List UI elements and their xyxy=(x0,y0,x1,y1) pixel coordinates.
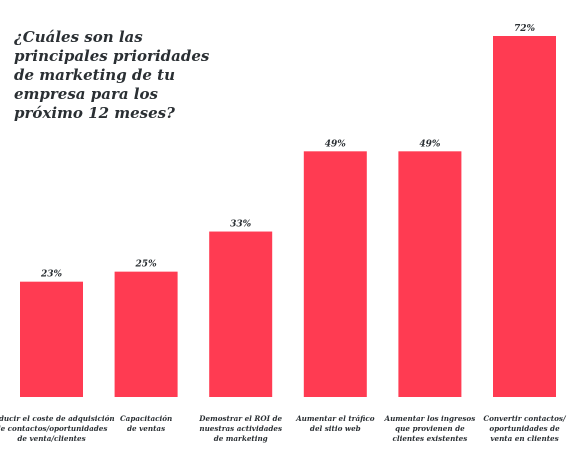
category-label-4: Aumentar el tráfico del sitio web xyxy=(295,414,375,433)
category-label-3: Demostrar el ROI de nuestras actividades d… xyxy=(198,414,282,443)
category-label-2: Capacitación de ventas xyxy=(120,414,172,433)
category-label-1-line-1: Reducir el coste de adquisición xyxy=(0,414,115,423)
category-label-5: Aumentar los ingresos que provienen de cli… xyxy=(384,414,476,443)
category-label-1-line-3: de venta/clientes xyxy=(17,434,85,443)
category-label-6-line-2: oportunidades de xyxy=(489,424,560,433)
bar-5 xyxy=(398,151,462,397)
bar-6 xyxy=(493,36,556,397)
category-label-3-line-2: nuestras actividades xyxy=(199,424,282,433)
category-label-2-line-2: de ventas xyxy=(127,424,165,433)
value-label-5: 49% xyxy=(419,139,441,149)
category-label-6-line-1: Convertir contactos/ xyxy=(483,414,567,423)
value-label-4: 49% xyxy=(325,139,347,149)
category-label-4-line-1: Aumentar el tráfico xyxy=(295,414,375,423)
bar-1 xyxy=(20,281,83,397)
category-label-5-line-1: Aumentar los ingresos xyxy=(384,414,476,423)
category-label-6: Convertir contactos/oportunidades de vent… xyxy=(483,414,567,443)
value-label-3: 33% xyxy=(230,220,252,230)
category-label-6-line-3: venta en clientes xyxy=(490,434,558,443)
category-label-3-line-3: de marketing xyxy=(214,434,268,443)
category-label-5-line-3: clientes existentes xyxy=(393,434,468,443)
category-label-2-line-1: Capacitación xyxy=(120,414,172,423)
category-label-1-line-2: de contactos/oportunidades xyxy=(0,424,107,433)
category-label-1: Reducir el coste de adquisición de contac… xyxy=(0,414,115,443)
category-label-3-line-1: Demostrar el ROI de xyxy=(198,414,282,423)
bar-3 xyxy=(209,231,273,397)
chart-title: ¿Cuáles son las principales prioridades … xyxy=(14,28,210,122)
value-label-2: 25% xyxy=(135,260,158,270)
category-label-5-line-2: que provienen de xyxy=(395,424,465,433)
value-label-6: 72% xyxy=(514,24,536,34)
category-label-4-line-2: del sitio web xyxy=(310,424,361,433)
value-label-1: 23% xyxy=(40,270,63,280)
bar-4 xyxy=(303,151,367,397)
bar-2 xyxy=(114,271,178,397)
